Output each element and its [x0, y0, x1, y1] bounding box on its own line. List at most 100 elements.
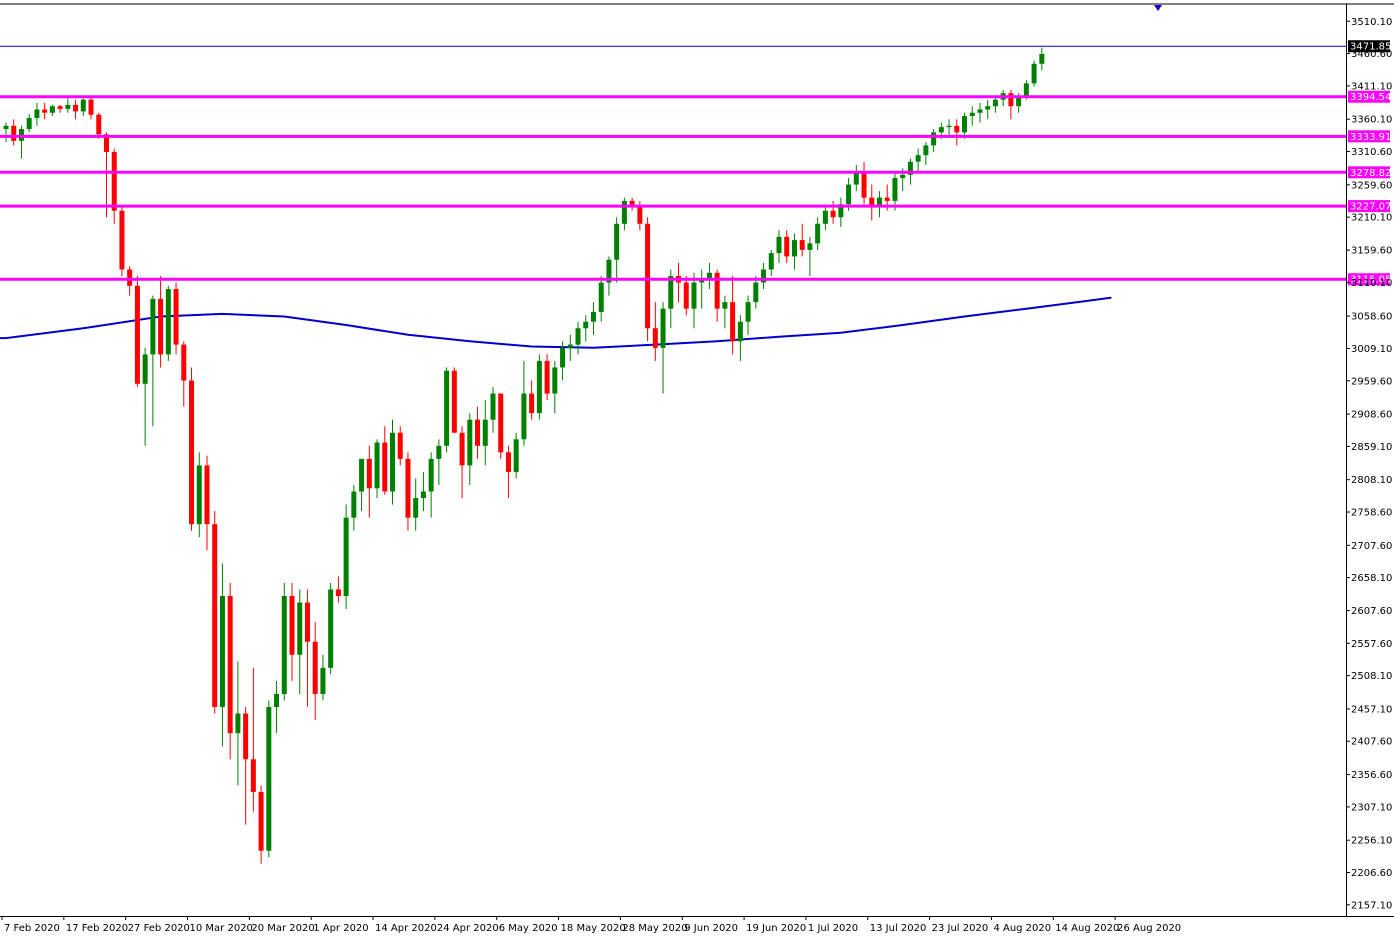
bull-candle-body [3, 125, 9, 130]
level-label-box [1348, 130, 1390, 143]
bull-candle-body [1039, 53, 1045, 64]
bull-candle-body [34, 109, 40, 118]
bear-candle-body [954, 125, 960, 133]
bull-candle-body [838, 204, 844, 218]
y-tick-label: 2808.10 [1351, 475, 1392, 486]
bull-candle-body [776, 236, 782, 254]
y-tick-label: 2607.60 [1351, 606, 1392, 617]
bear-candle-body [498, 393, 504, 453]
y-tick-label: 2307.10 [1351, 802, 1392, 813]
bull-candle-body [915, 155, 921, 162]
candles-layer [3, 47, 1045, 864]
bear-candle-body [243, 713, 249, 760]
y-tick-label: 2157.10 [1351, 900, 1392, 911]
bear-candle-body [312, 641, 318, 694]
bull-candle-body [482, 419, 488, 446]
bull-candle-body [165, 289, 171, 355]
bull-candle-body [691, 282, 697, 309]
x-tick-label: 6 May 2020 [499, 923, 558, 934]
bear-candle-body [227, 596, 233, 734]
y-tick-label: 2707.60 [1351, 541, 1392, 552]
bull-candle-body [359, 458, 365, 492]
bull-candle-body [1016, 96, 1022, 107]
bull-candle-body [196, 465, 202, 525]
bear-candle-body [258, 791, 264, 851]
bear-candle-body [459, 432, 465, 466]
x-tick-label: 7 Feb 2020 [4, 923, 60, 934]
bull-candle-body [328, 589, 334, 668]
bull-candle-body [142, 354, 148, 384]
bull-candle-body [853, 171, 859, 185]
x-tick-label: 20 Mar 2020 [251, 923, 314, 934]
bull-candle-body [521, 393, 527, 440]
bull-candle-body [737, 321, 743, 342]
x-tick-label: 4 Aug 2020 [993, 923, 1051, 934]
bear-candle-body [11, 125, 17, 141]
bear-candle-body [784, 236, 790, 257]
x-tick-label: 23 Jul 2020 [932, 923, 989, 934]
bull-candle-body [606, 259, 612, 283]
bear-candle-body [730, 302, 736, 342]
bear-candle-body [714, 272, 720, 309]
bull-candle-body [150, 298, 156, 355]
bull-candle-body [722, 302, 728, 309]
bull-candle-body [444, 370, 450, 446]
bull-candle-body [938, 127, 944, 133]
bull-candle-body [699, 279, 705, 283]
bull-candle-body [49, 106, 55, 113]
bull-candle-body [992, 99, 998, 107]
bull-candle-body [761, 269, 767, 283]
bull-candle-body [962, 116, 968, 133]
bull-candle-body [900, 174, 906, 179]
bear-candle-body [173, 289, 179, 345]
x-tick-label: 1 Jul 2020 [808, 923, 858, 934]
bear-candle-body [73, 104, 79, 112]
bear-candle-body [629, 200, 635, 206]
bull-candle-body [931, 132, 937, 146]
level-label-box [1348, 273, 1390, 286]
bear-candle-body [134, 285, 140, 384]
bear-candle-body [57, 106, 63, 109]
bear-candle-body [382, 442, 388, 492]
y-tick-label: 3009.10 [1351, 344, 1392, 355]
bear-candle-body [544, 360, 550, 394]
bull-candle-body [560, 347, 566, 368]
bull-candle-body [1031, 63, 1037, 84]
bull-candle-body [923, 145, 929, 156]
bear-candle-body [335, 589, 341, 597]
y-tick-label: 3159.60 [1351, 246, 1392, 257]
bull-candle-body [235, 713, 241, 734]
x-tick-label: 17 Feb 2020 [66, 923, 128, 934]
bull-candle-body [590, 311, 596, 322]
bull-candle-body [536, 360, 542, 414]
y-tick-label: 3058.60 [1351, 312, 1392, 323]
bull-candle-body [374, 442, 380, 489]
bull-candle-body [822, 210, 828, 224]
y-tick-label: 3110.10 [1351, 278, 1392, 289]
bull-candle-body [660, 308, 666, 348]
y-tick-label: 2758.60 [1351, 508, 1392, 519]
bull-candle-body [907, 161, 913, 175]
bull-candle-body [320, 667, 326, 694]
bull-candle-body [413, 498, 419, 518]
bull-candle-body [668, 276, 674, 309]
bear-candle-body [96, 114, 102, 135]
bear-candle-body [451, 370, 457, 433]
level-label: 3333.91 [1350, 132, 1391, 143]
bear-candle-body [289, 596, 295, 655]
bear-candle-body [869, 197, 875, 208]
y-tick-label: 2908.60 [1351, 410, 1392, 421]
level-label: 3278.82 [1350, 168, 1391, 179]
bull-candle-body [946, 125, 952, 128]
y-tick-label: 2407.60 [1351, 737, 1392, 748]
bull-candle-body [428, 458, 434, 492]
x-tick-label: 14 Apr 2020 [375, 923, 437, 934]
current-price-label: 3471.85 [1350, 42, 1391, 53]
bull-candle-body [390, 432, 395, 492]
y-tick-label: 3310.60 [1351, 147, 1392, 158]
x-tick-label: 9 Jun 2020 [684, 923, 738, 934]
chart-shift-marker-icon [1154, 5, 1162, 11]
bear-candle-body [799, 240, 805, 250]
